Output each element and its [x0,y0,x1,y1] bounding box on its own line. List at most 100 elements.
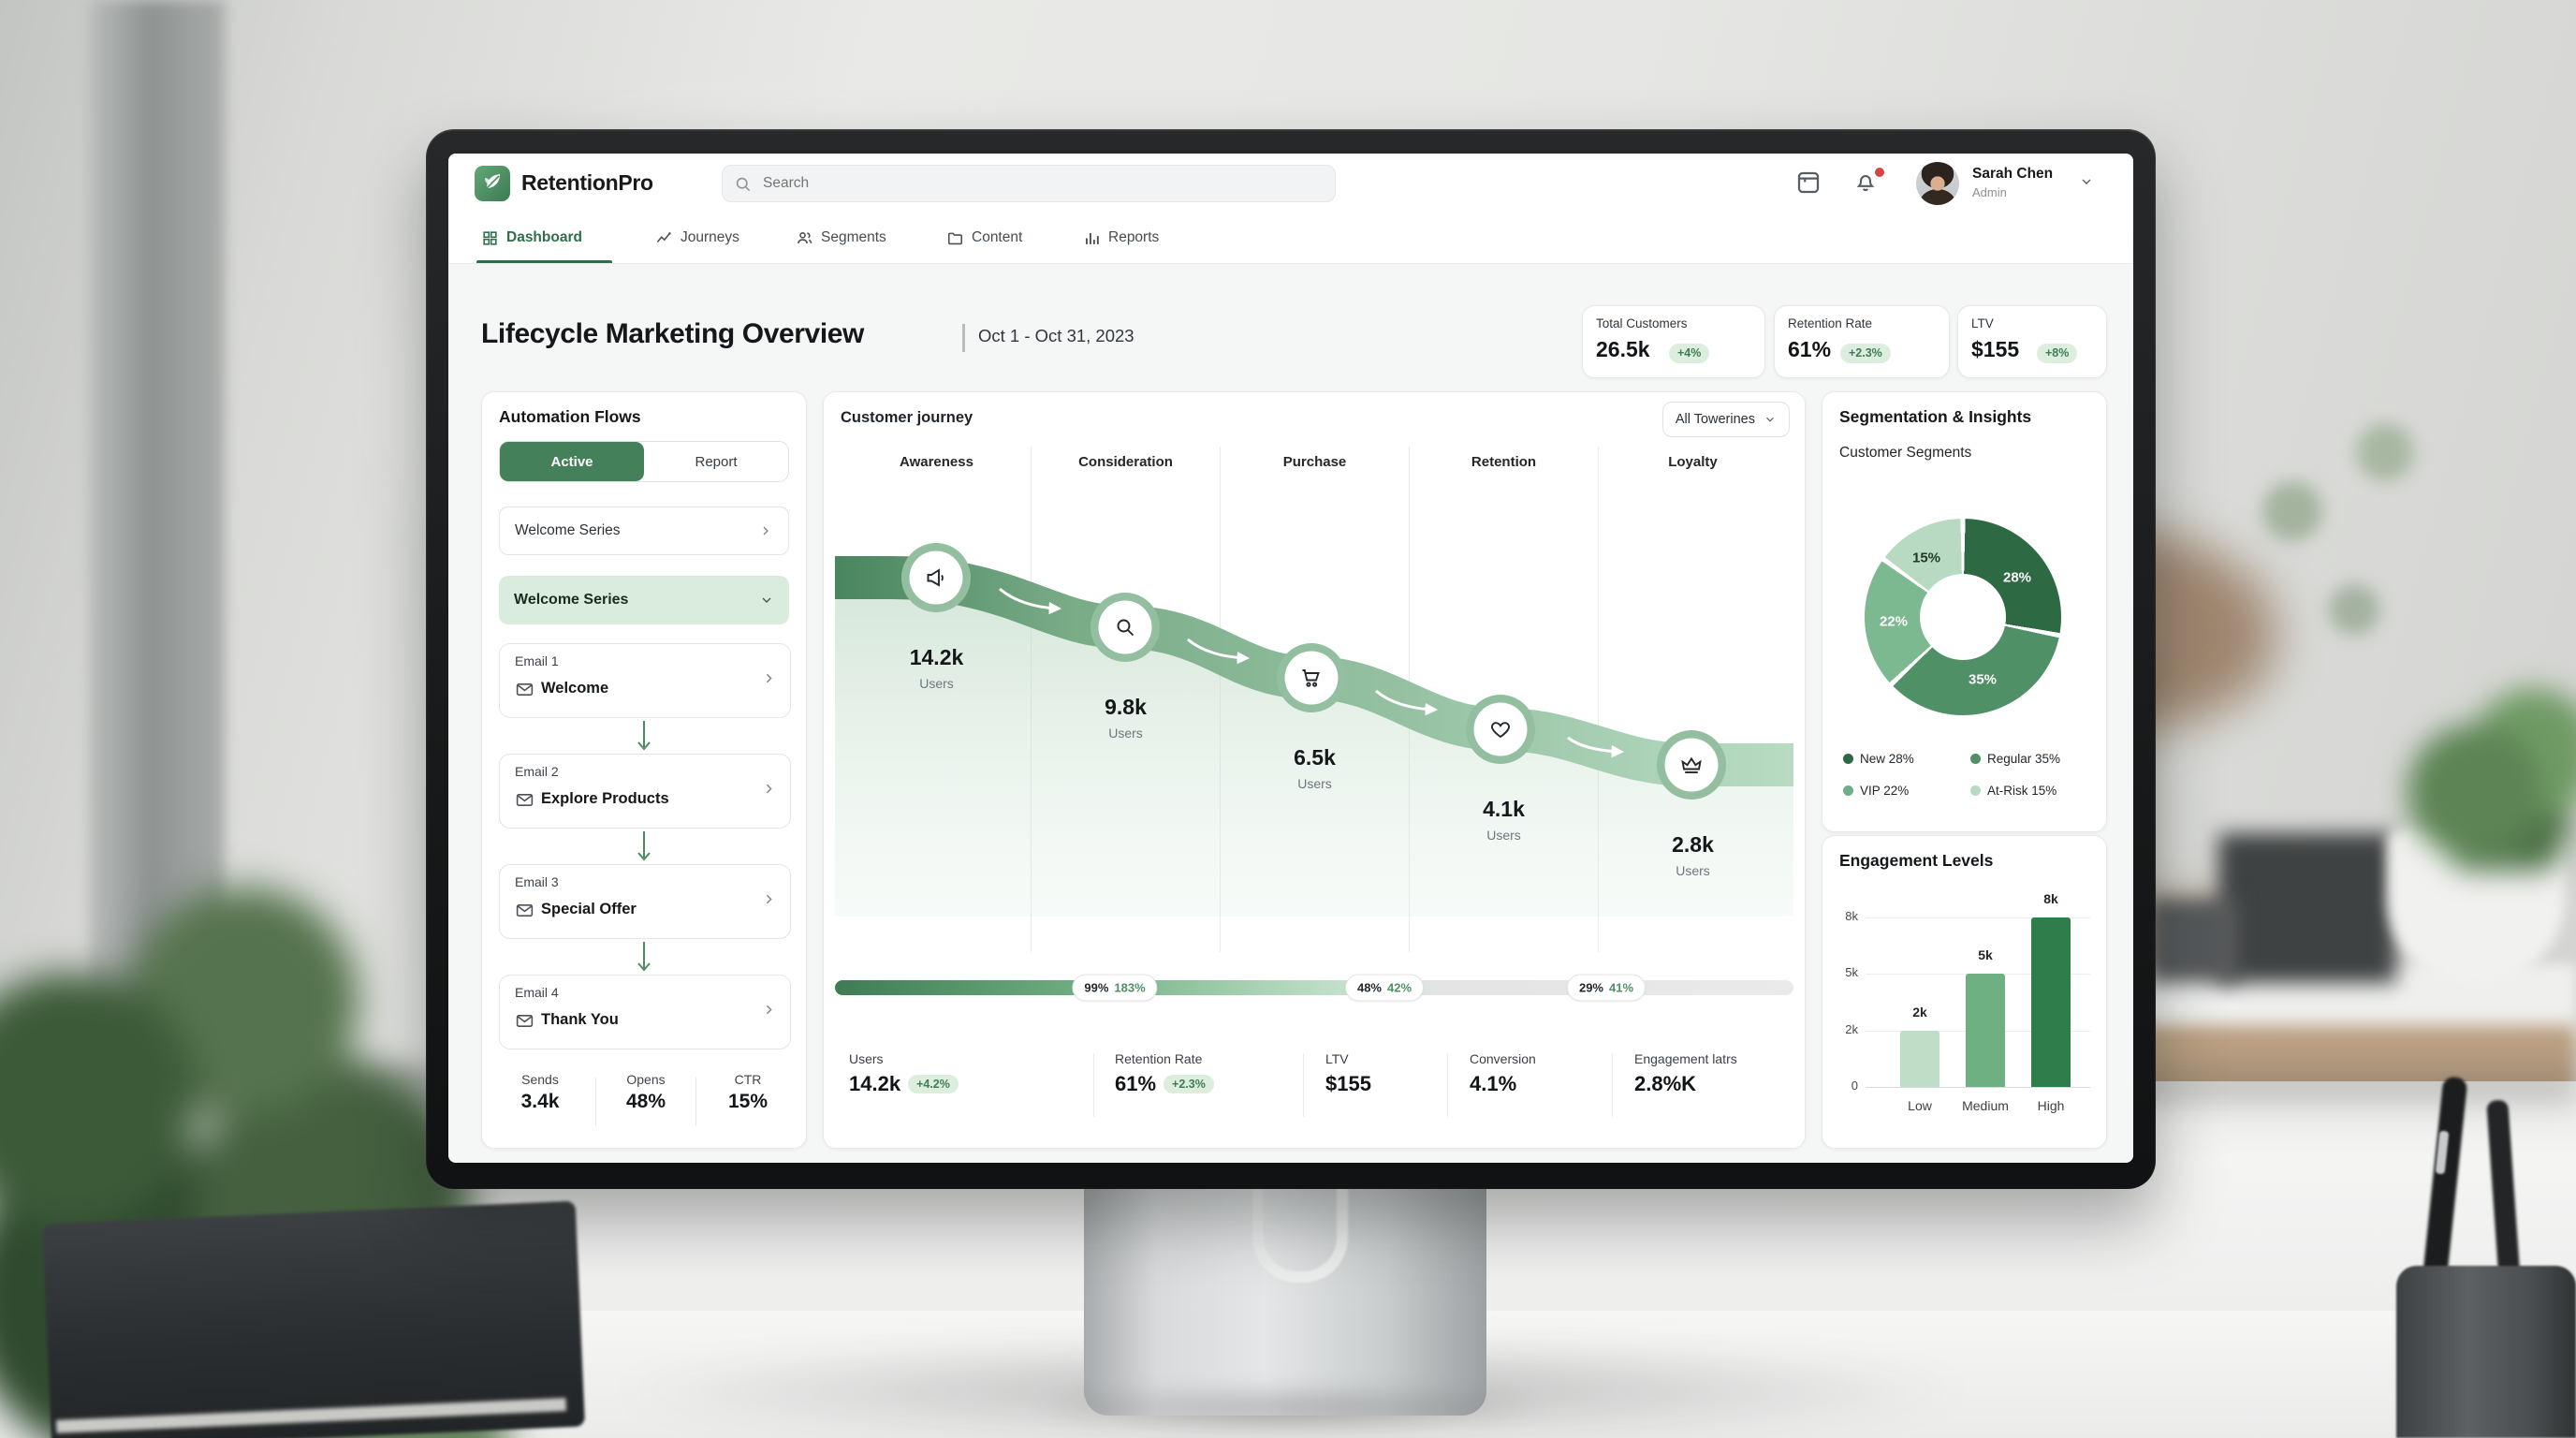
progress-pill-3: 29% 41% [1566,974,1647,1002]
chevron-down-icon [762,597,771,603]
dark-box [2218,833,2396,983]
xlabel-high: High [2037,1098,2065,1113]
jstat-value: 2.8%K [1634,1072,1697,1095]
ytick-0: 0 [1851,1078,1858,1093]
jstat-divider [1447,1053,1448,1117]
node-consideration [1090,593,1160,662]
email-step: Email 4 [515,985,559,1000]
user-menu-chevron[interactable] [2079,174,2094,194]
stat-label: Sends [521,1072,559,1087]
stage-header-retention: Retention [1471,454,1537,470]
node-purchase [1277,643,1346,712]
bell-icon [1856,175,1875,192]
email-card-4[interactable]: Email 4 Thank You [499,975,791,1049]
node-awareness [901,543,971,612]
tab-label: Journeys [681,229,739,245]
notifications-button[interactable] [1852,168,1884,199]
gridline-8k [1866,917,2090,918]
jstat-value: 61% [1115,1072,1157,1095]
bar-medium [1966,974,2005,1087]
kpi-card-ltv: LTV $155 +8% [1957,305,2107,378]
jstat-engagement: Engagement latrs 2.8%K [1634,1051,1737,1096]
chevron-right-icon [766,673,772,683]
envelope-icon [516,904,534,917]
pill-value: 99% [1084,980,1109,995]
stat-value: 48% [625,1091,666,1112]
logo[interactable] [475,166,510,201]
bar-high [2031,917,2071,1087]
tab-journeys[interactable]: Journeys [655,213,739,262]
bar-value-high: 8k [2043,891,2058,906]
email-card-2[interactable]: Email 2 Explore Products [499,754,791,829]
tab-report[interactable]: Report [695,453,738,470]
stage-value: 4.1k [1483,797,1525,821]
kpi-label: LTV [1971,316,1994,330]
leaf-icon [485,174,500,189]
notification-dot [1875,168,1884,177]
tab-label: Reports [1108,229,1160,245]
kpi-value: 26.5k [1596,337,1650,361]
search-bar[interactable] [722,165,1336,202]
email-step: Email 1 [515,653,559,668]
email-card-1[interactable]: Email 1 Welcome [499,643,791,718]
email-card-3[interactable]: Email 3 Special Offer [499,864,791,939]
panel-button[interactable] [1794,169,1824,198]
ytick-8k: 8k [1845,909,1858,923]
legend-dot [1843,785,1853,796]
jstat-delta-badge: +4.2% [908,1074,959,1094]
tab-label: Dashboard [506,229,582,245]
jstat-divider [1093,1053,1094,1117]
flow-item-welcome-series-expanded[interactable]: Welcome Series [499,576,789,624]
node-retention [1466,695,1535,764]
slice-label-new: 28% [2002,569,2032,586]
stat-divider [695,1078,696,1126]
panel-title: Segmentation & Insights [1839,407,2032,426]
pen-cup [2396,1266,2576,1438]
tab-reports[interactable]: Reports [1083,213,1159,262]
tab-dashboard[interactable]: Dashboard [481,213,582,262]
avatar[interactable] [1916,162,1959,205]
jstat-value: 4.1% [1470,1072,1517,1095]
chevron-right-icon [766,894,772,904]
ytick-5k: 5k [1845,965,1858,979]
tab-active[interactable]: Active [500,442,644,481]
folder-icon [947,232,963,244]
email-name: Welcome [541,680,609,697]
customer-journey-panel: Customer journey All Towerines Awareness… [823,391,1806,1149]
bar-chart-icon [1086,232,1099,244]
small-box [2148,899,2237,983]
search-input[interactable] [761,174,1289,193]
segmentation-panel: Segmentation & Insights Customer Segment… [1822,391,2107,832]
page-title: Lifecycle Marketing Overview [481,318,864,349]
bar-value-medium: 5k [1978,947,1993,962]
email-name: Thank You [541,1011,619,1028]
tab-label: Content [972,229,1023,245]
kpi-card-total-customers: Total Customers 26.5k +4% [1582,305,1765,378]
chevron-right-icon [766,784,772,794]
jstat-divider [1303,1053,1304,1117]
flow-item-welcome-series[interactable]: Welcome Series [499,506,789,555]
timeline-filter-dropdown[interactable]: All Towerines [1661,402,1790,437]
xlabel-medium: Medium [1962,1098,2009,1113]
envelope-icon [516,1015,534,1027]
flow-arrow-down-icon [637,942,651,972]
jstat-delta-badge: +2.3% [1164,1074,1214,1094]
panel-icon [1797,171,1820,194]
legend-label: New 28% [1860,752,1914,766]
magnifier-icon [1117,619,1134,637]
legend-label: Regular 35% [1987,752,2061,766]
email-step: Email 2 [515,764,559,779]
chart-subtitle: Customer Segments [1839,445,1972,461]
active-tab-underline [476,260,612,263]
jstat-value: $155 [1325,1072,1371,1095]
axis-baseline [1866,1087,2090,1088]
tab-content[interactable]: Content [946,213,1022,262]
pill-value: 48% [1356,980,1382,995]
jstat-label: Users [849,1051,884,1066]
stage-value: 14.2k [909,645,964,669]
stat-ctr: CTR 15% [699,1072,797,1113]
stage-value: 6.5k [1294,745,1336,770]
tab-segments[interactable]: Segments [796,213,886,262]
stand-cable-loop [1252,1181,1348,1283]
